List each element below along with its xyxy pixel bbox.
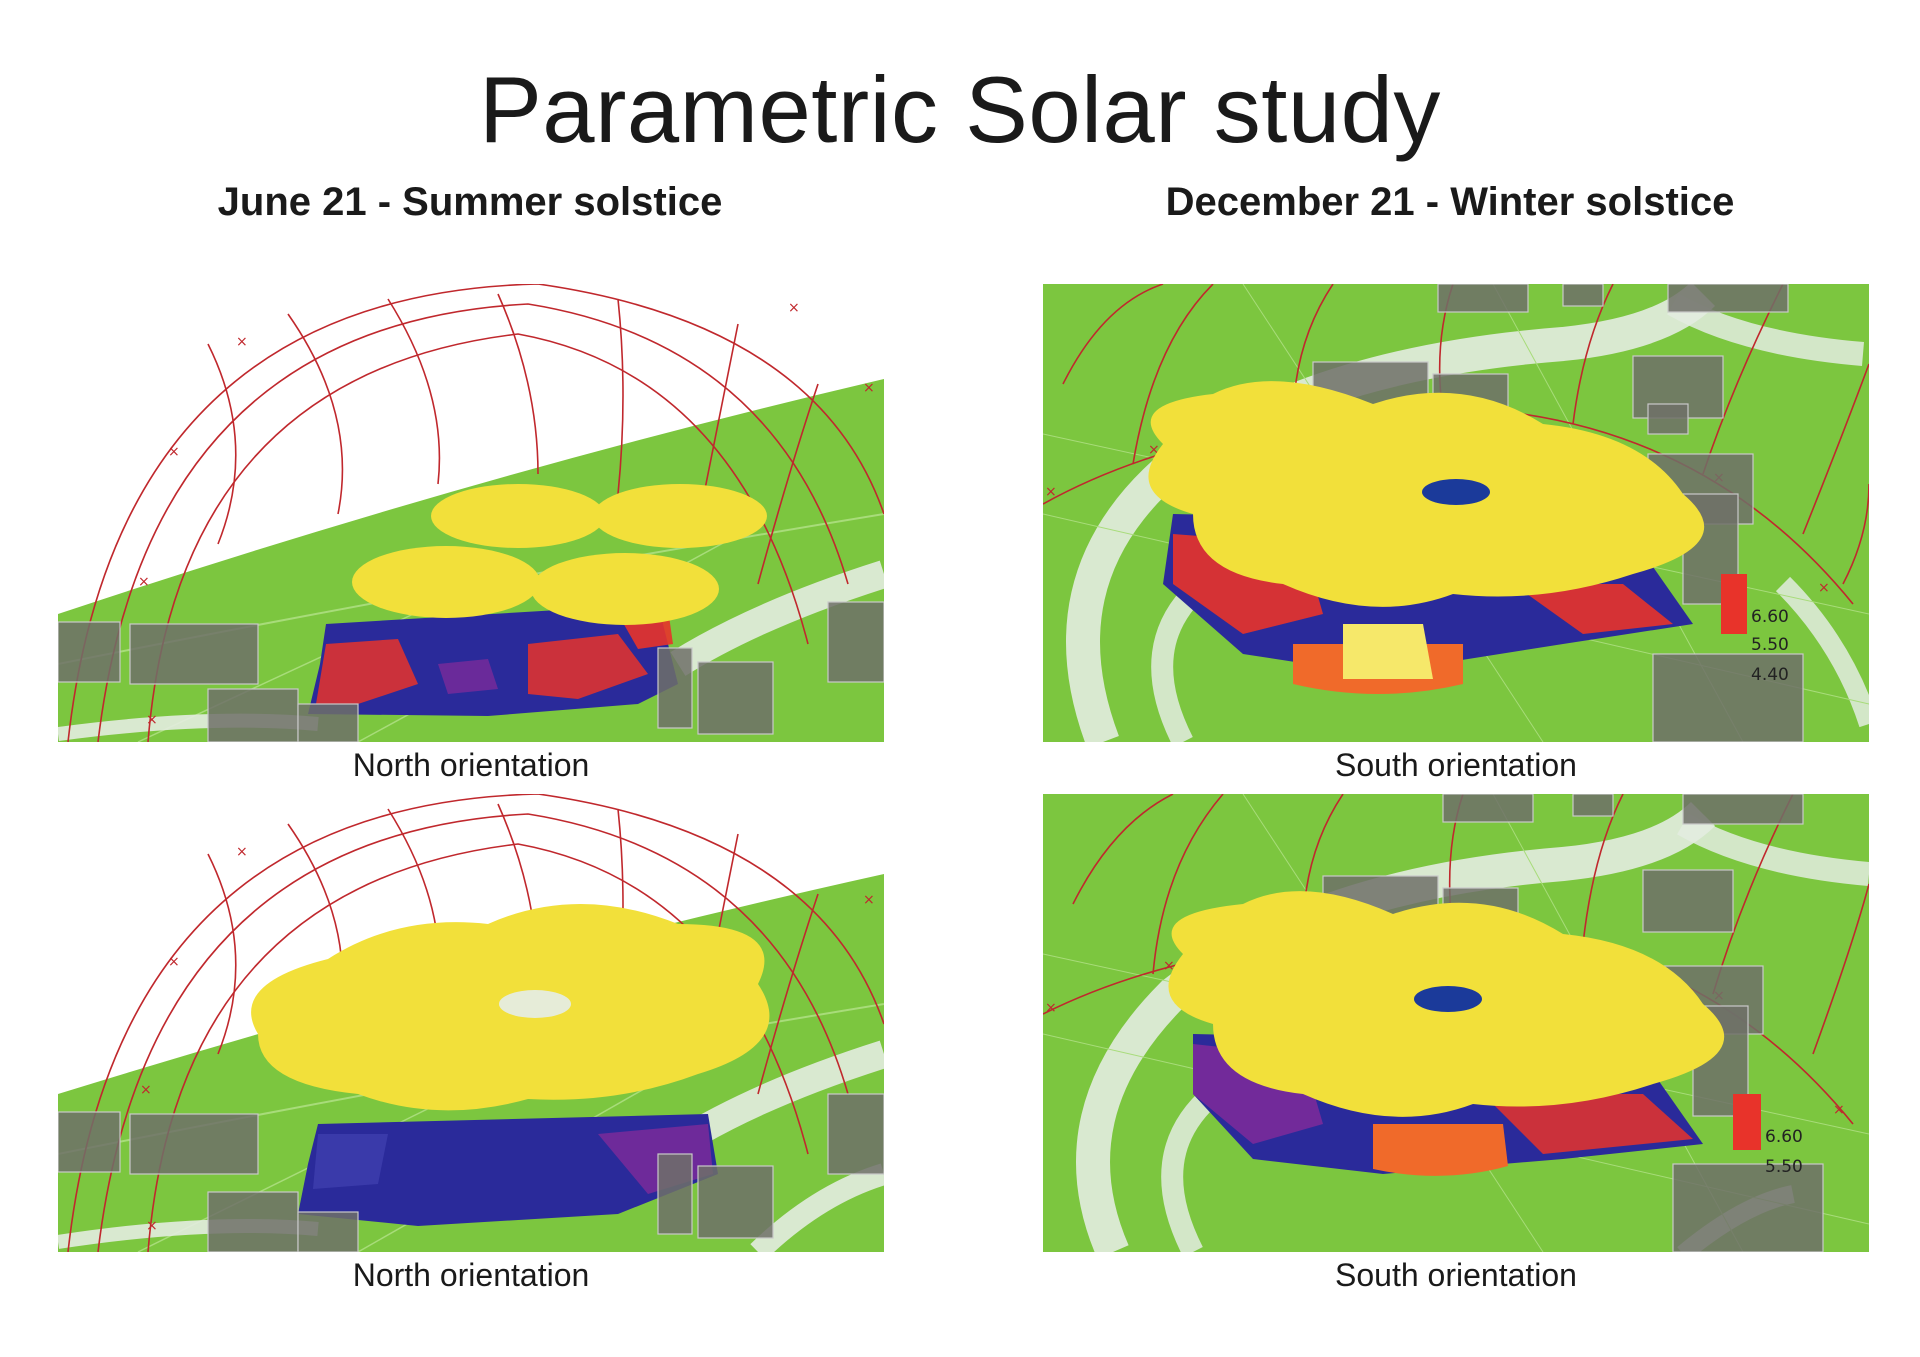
legend-value: 6.60	[1751, 607, 1789, 627]
svg-text:×: ×	[863, 892, 875, 908]
legend-value: 5.50	[1765, 1157, 1803, 1177]
caption-top-left: North orientation	[352, 747, 590, 783]
svg-text:×: ×	[146, 1218, 158, 1234]
page-title: Parametric Solar study	[479, 57, 1441, 162]
svg-text:×: ×	[168, 954, 180, 970]
svg-text:×: ×	[1163, 958, 1175, 974]
caption-bottom-left: North orientation	[352, 1257, 590, 1293]
context-buildings	[58, 601, 884, 742]
winter-solstice-heading: December 21 - Winter solstice	[1165, 180, 1735, 224]
roof-opening	[1422, 479, 1490, 505]
radiation-legend: 6.60 5.50 4.40	[1751, 607, 1789, 685]
summer-north-panel-bottom: × × × × ×	[58, 794, 884, 1252]
legend-value: 4.40	[1751, 665, 1789, 685]
legend-value: 5.50	[1751, 635, 1789, 655]
roof-opening	[1414, 986, 1482, 1012]
winter-south-panel-bottom: ××× ××× × 6.60 5.50	[1043, 794, 1869, 1252]
winter-south-render-bottom: ××× ××× × 6.60 5.50	[1043, 794, 1869, 1252]
svg-text:×: ×	[1045, 1000, 1057, 1016]
context-buildings	[58, 1093, 884, 1252]
svg-text:×: ×	[138, 574, 150, 590]
svg-text:×: ×	[1818, 580, 1830, 596]
winter-south-render-top: ××× ××× × 6.60 5.50 4.40	[1043, 284, 1869, 742]
radiation-legend: 6.60 5.50	[1765, 1127, 1803, 1177]
sun-path-arcs	[67, 794, 884, 1252]
roof-opening	[499, 990, 571, 1018]
svg-text:×: ×	[1148, 442, 1160, 458]
svg-text:×: ×	[168, 444, 180, 460]
svg-text:×: ×	[1833, 1102, 1845, 1118]
summer-north-render-top: × × × × × ×	[58, 284, 884, 742]
legend-value: 6.60	[1765, 1127, 1803, 1147]
summer-north-render-bottom: × × × × ×	[58, 794, 884, 1252]
svg-text:×: ×	[863, 380, 875, 396]
summer-north-panel-top: × × × × × ×	[58, 284, 884, 742]
svg-text:×: ×	[788, 300, 800, 316]
svg-text:×: ×	[1045, 484, 1057, 500]
caption-top-right: South orientation	[1335, 747, 1577, 783]
winter-south-panel-top: ××× ××× × 6.60 5.50 4.40	[1043, 284, 1869, 742]
svg-text:×: ×	[236, 334, 248, 350]
svg-text:×: ×	[140, 1082, 152, 1098]
svg-text:×: ×	[146, 712, 158, 728]
roof-discs	[352, 484, 767, 625]
sun-path-arcs	[67, 284, 884, 742]
summer-solstice-heading: June 21 - Summer solstice	[217, 180, 723, 224]
caption-bottom-right: South orientation	[1335, 1257, 1577, 1293]
svg-text:×: ×	[236, 844, 248, 860]
